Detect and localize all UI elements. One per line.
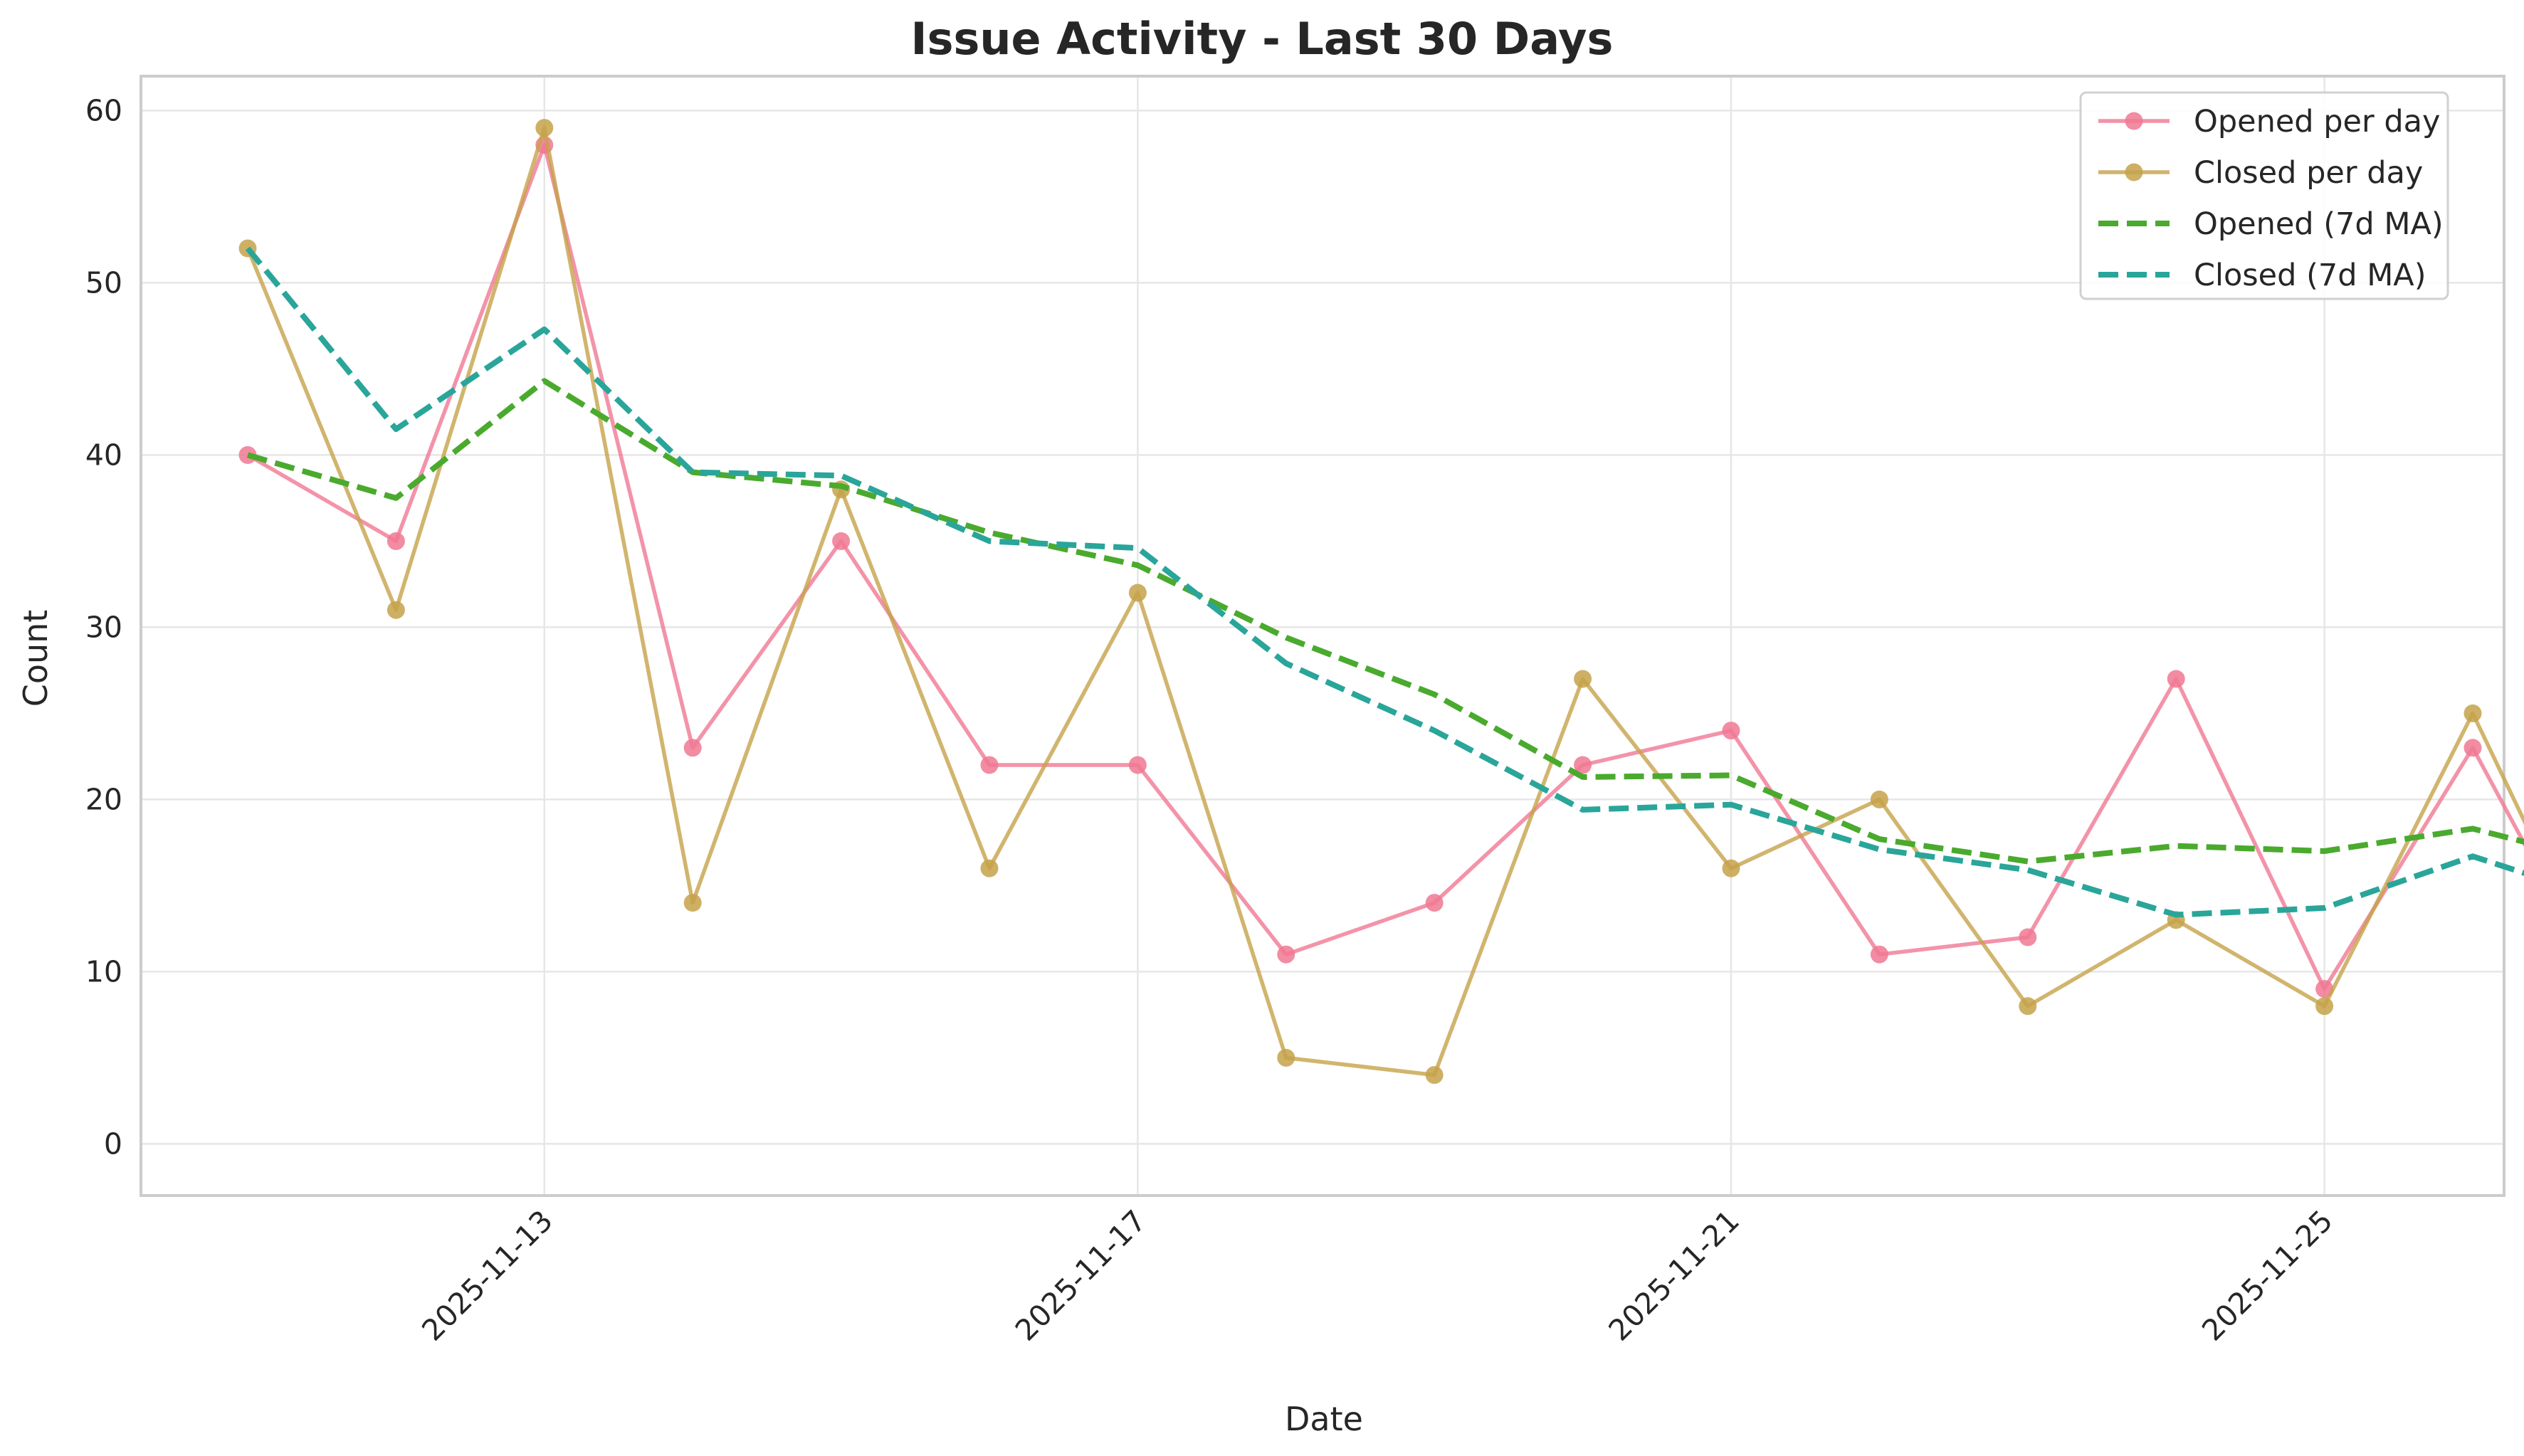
data-point [683, 739, 702, 757]
legend-box [2079, 91, 2449, 300]
data-point [1574, 756, 1592, 774]
legend-label: Opened (7d MA) [2194, 206, 2444, 242]
data-point [683, 894, 702, 912]
data-point [980, 859, 999, 877]
data-point [1277, 1048, 1295, 1067]
data-point [535, 119, 554, 137]
y-tick-label: 30 [85, 610, 122, 644]
data-point [1722, 859, 1740, 877]
y-tick-label: 40 [85, 438, 122, 472]
series-line-4 [245, 246, 2524, 918]
data-point [980, 756, 999, 774]
data-point [1870, 945, 1888, 964]
x-axis-label: Date [1285, 1400, 1363, 1438]
legend-label: Closed per day [2194, 155, 2423, 191]
data-point [2315, 997, 2334, 1015]
data-point [387, 532, 405, 550]
data-point [1277, 945, 1295, 964]
series-line-2 [246, 125, 2524, 1077]
data-point [2019, 928, 2037, 946]
legend: Opened per day Closed per day Opened (7d M… [2079, 91, 2449, 300]
y-tick-label: 0 [104, 1127, 122, 1161]
data-point [1870, 790, 1888, 808]
data-point [1425, 894, 1444, 912]
legend-label: Closed (7d MA) [2194, 258, 2426, 293]
data-point [2463, 739, 2482, 757]
legend-label: Opened per day [2194, 104, 2440, 139]
y-tick-label: 20 [85, 782, 122, 816]
legend-marker [2125, 163, 2143, 181]
data-point [1128, 584, 1147, 602]
y-tick-label: 50 [85, 265, 122, 300]
data-point [1574, 670, 1592, 688]
chart-title: Issue Activity - Last 30 Days [911, 13, 1614, 65]
data-point [387, 601, 405, 619]
y-tick-label: 60 [85, 93, 122, 127]
y-axis-label: Count [16, 610, 55, 707]
data-point [2463, 704, 2482, 722]
data-point [2167, 670, 2185, 688]
data-point [832, 532, 851, 550]
legend-marker [2125, 112, 2143, 130]
data-point [1425, 1066, 1444, 1085]
data-point [2019, 997, 2037, 1015]
axes-frame [140, 75, 2505, 1197]
data-point [1722, 722, 1740, 740]
data-point [1128, 756, 1147, 774]
y-tick-label: 10 [85, 954, 122, 988]
series-line-1 [246, 143, 2524, 991]
